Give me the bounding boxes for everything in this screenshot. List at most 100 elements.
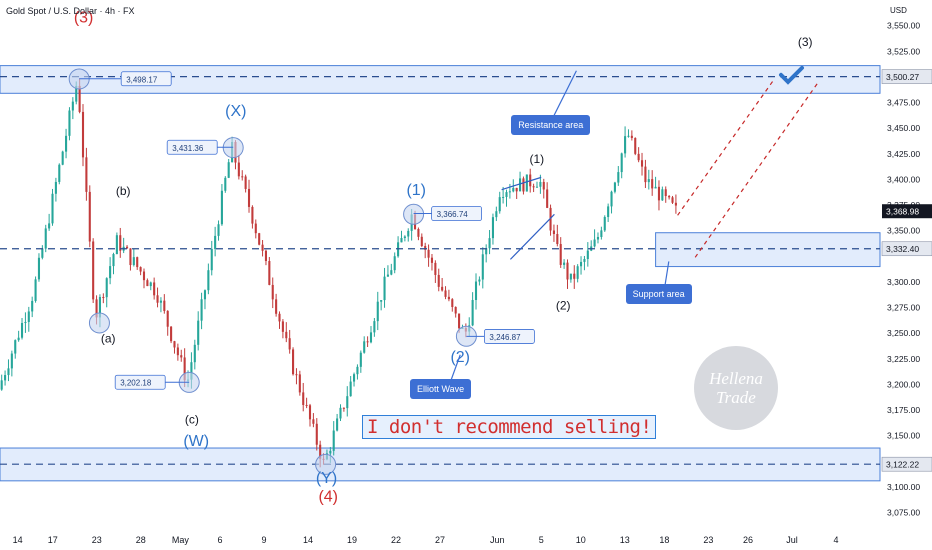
x-tick-label: 19 <box>347 535 357 545</box>
candle-body <box>119 235 122 251</box>
currency-label: USD <box>890 6 907 15</box>
candle-body <box>146 280 149 287</box>
price-label-box <box>114 374 166 390</box>
price-label-text: 3,431.36 <box>172 144 204 153</box>
x-tick-label: May <box>172 535 190 545</box>
candle-body <box>441 286 444 291</box>
candle-body <box>281 321 284 332</box>
candle-body <box>491 217 495 239</box>
candle-body <box>617 172 620 183</box>
candle-body <box>613 182 616 192</box>
candle-body <box>336 418 339 431</box>
wave-label: (X) <box>225 103 246 120</box>
candle-body <box>586 250 589 259</box>
candle-body <box>512 187 515 192</box>
price-label-box <box>483 329 535 344</box>
candle-body <box>268 261 271 285</box>
zone-1 <box>655 232 881 268</box>
candle-body <box>661 189 664 201</box>
candle-body <box>203 290 207 300</box>
candle-body <box>610 191 613 207</box>
wave-label: (2) <box>450 349 470 366</box>
wave-label: (1) <box>406 182 426 199</box>
candle-body <box>159 300 162 303</box>
candle-body <box>302 392 305 405</box>
candle-body <box>315 423 318 445</box>
wave-label: (2) <box>556 299 571 313</box>
candle-body <box>380 300 383 302</box>
candle-body <box>75 85 78 102</box>
candle-body <box>640 160 644 167</box>
price-label-box <box>166 139 218 155</box>
level-tag-0 <box>881 69 932 84</box>
pivot-marker <box>403 203 425 225</box>
callout-1: Support area <box>625 284 692 305</box>
candle-body <box>474 281 478 300</box>
candle-body <box>539 181 542 187</box>
candle-body <box>532 186 535 188</box>
x-tick-label: 6 <box>217 535 222 545</box>
candle-body <box>24 321 27 323</box>
candle-body <box>170 326 173 342</box>
candle-body <box>98 297 101 318</box>
candle-body <box>41 248 44 258</box>
candle-body <box>149 282 152 287</box>
candle-body <box>224 177 227 191</box>
candle-body <box>674 202 677 206</box>
candle-body <box>346 396 349 409</box>
candle-body <box>481 254 484 280</box>
candle-body <box>502 196 505 198</box>
x-tick-label: 4 <box>833 535 838 545</box>
candle-body <box>173 341 176 348</box>
candle-body <box>298 374 301 393</box>
level-value-2: 3,122.22 <box>886 460 919 470</box>
candle-body <box>573 273 576 279</box>
candle-body <box>668 196 671 198</box>
candle-body <box>637 153 640 161</box>
pivot-marker <box>315 453 337 475</box>
y-tick-label: 3,350.00 <box>887 226 920 236</box>
candle-body <box>220 190 223 225</box>
y-tick-label: 3,175.00 <box>887 405 920 415</box>
triangle-lower-line <box>509 213 555 260</box>
candle-body <box>454 306 457 314</box>
watermark-line1: Hellena <box>709 369 763 388</box>
candle-body <box>519 178 522 192</box>
y-tick-label: 3,275.00 <box>887 303 920 313</box>
y-tick-label: 3,525.00 <box>887 46 920 56</box>
y-tick-label: 3,550.00 <box>887 21 920 31</box>
price-label-text: 3,246.87 <box>489 333 521 342</box>
candle-body <box>183 357 186 381</box>
candle-body <box>65 135 68 152</box>
symbol-title: Gold Spot / U.S. Dollar · 4h · FX <box>6 6 135 16</box>
candle-body <box>247 188 251 207</box>
candle-body <box>200 299 203 321</box>
candle-body <box>34 279 37 301</box>
candle-body <box>244 176 247 189</box>
y-tick-label: 3,250.00 <box>887 328 920 338</box>
candle-body <box>129 248 132 266</box>
y-tick-label: 3,300.00 <box>887 277 920 287</box>
candle-body <box>593 239 596 247</box>
candle-body <box>505 192 508 197</box>
candle-body <box>27 311 30 322</box>
candle-body <box>295 374 298 376</box>
y-tick-label: 3,225.00 <box>887 354 920 364</box>
wave-label: (1) <box>529 152 544 166</box>
candle-body <box>373 321 376 333</box>
candle-body <box>488 238 491 249</box>
level-tag-2 <box>881 456 932 472</box>
candle-body <box>400 238 403 243</box>
watermark-line2: Trade <box>716 388 756 407</box>
candle-body <box>600 230 603 237</box>
candle-body <box>566 262 569 280</box>
callout-0: Resistance area <box>511 115 591 136</box>
candle-body <box>339 407 342 419</box>
candle-body <box>535 186 539 188</box>
x-tick-label: Jul <box>786 535 798 545</box>
candle-body <box>71 101 74 111</box>
candle-body <box>105 278 108 298</box>
candle-body <box>14 340 17 354</box>
y-tick-label: 3,075.00 <box>887 508 920 518</box>
